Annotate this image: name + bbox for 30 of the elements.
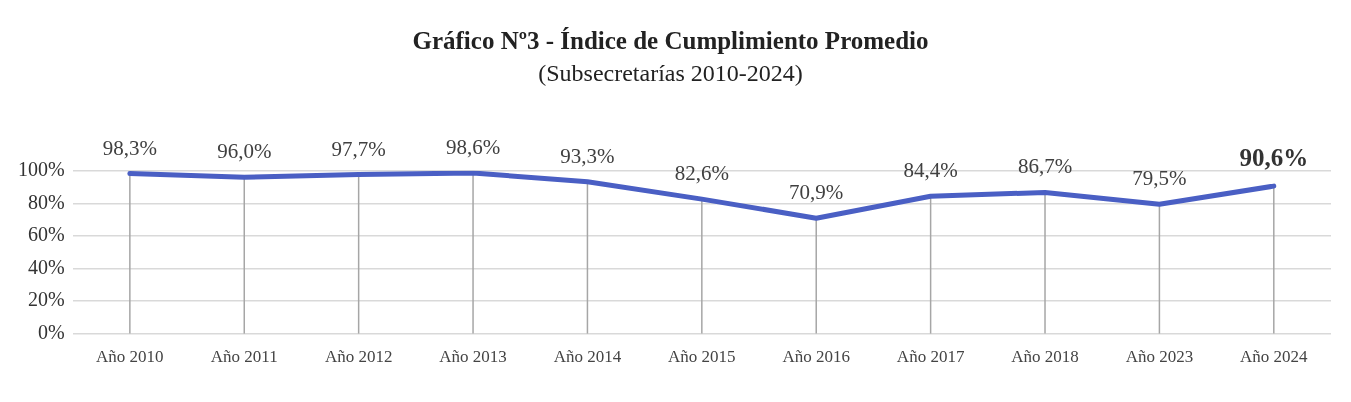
chart-title: Gráfico Nº3 - Índice de Cumplimiento Promedio [412, 27, 929, 55]
y-tick-label: 100% [17, 158, 65, 181]
x-tick-label: Año 2013 [439, 347, 507, 367]
x-tick-label: Año 2011 [210, 347, 278, 367]
y-tick-label: 40% [27, 255, 65, 278]
y-tick-label: 20% [27, 288, 65, 311]
data-label: 86,7% [1017, 154, 1073, 179]
y-tick-label: 80% [27, 190, 65, 213]
x-tick-label: Año 2016 [782, 347, 850, 367]
x-tick-label: Año 2015 [668, 347, 736, 367]
data-label: 93,3% [560, 143, 615, 168]
x-tick-label: Año 2023 [1125, 347, 1194, 367]
data-label: 96,0% [217, 139, 272, 164]
data-label: 90,6% [1239, 144, 1309, 172]
y-tick-label: 0% [37, 320, 65, 343]
data-label: 98,6% [445, 135, 501, 160]
data-label: 98,3% [102, 135, 157, 160]
data-label: 82,6% [674, 161, 729, 186]
x-tick-label: Año 2024 [1240, 347, 1309, 367]
x-tick-label: Año 2017 [896, 347, 965, 367]
x-tick-label: Año 2014 [553, 347, 622, 367]
data-label: 70,9% [789, 180, 844, 205]
data-label: 97,7% [331, 136, 386, 161]
data-label: 84,4% [903, 158, 958, 183]
y-tick-label: 60% [27, 223, 65, 246]
x-tick-label: Año 2012 [324, 347, 393, 367]
x-tick-label: Año 2010 [96, 347, 164, 367]
x-tick-label: Año 2018 [1011, 347, 1079, 367]
chart-subtitle: (Subsecretarías 2010-2024) [538, 59, 803, 86]
data-label: 79,5% [1132, 166, 1187, 191]
